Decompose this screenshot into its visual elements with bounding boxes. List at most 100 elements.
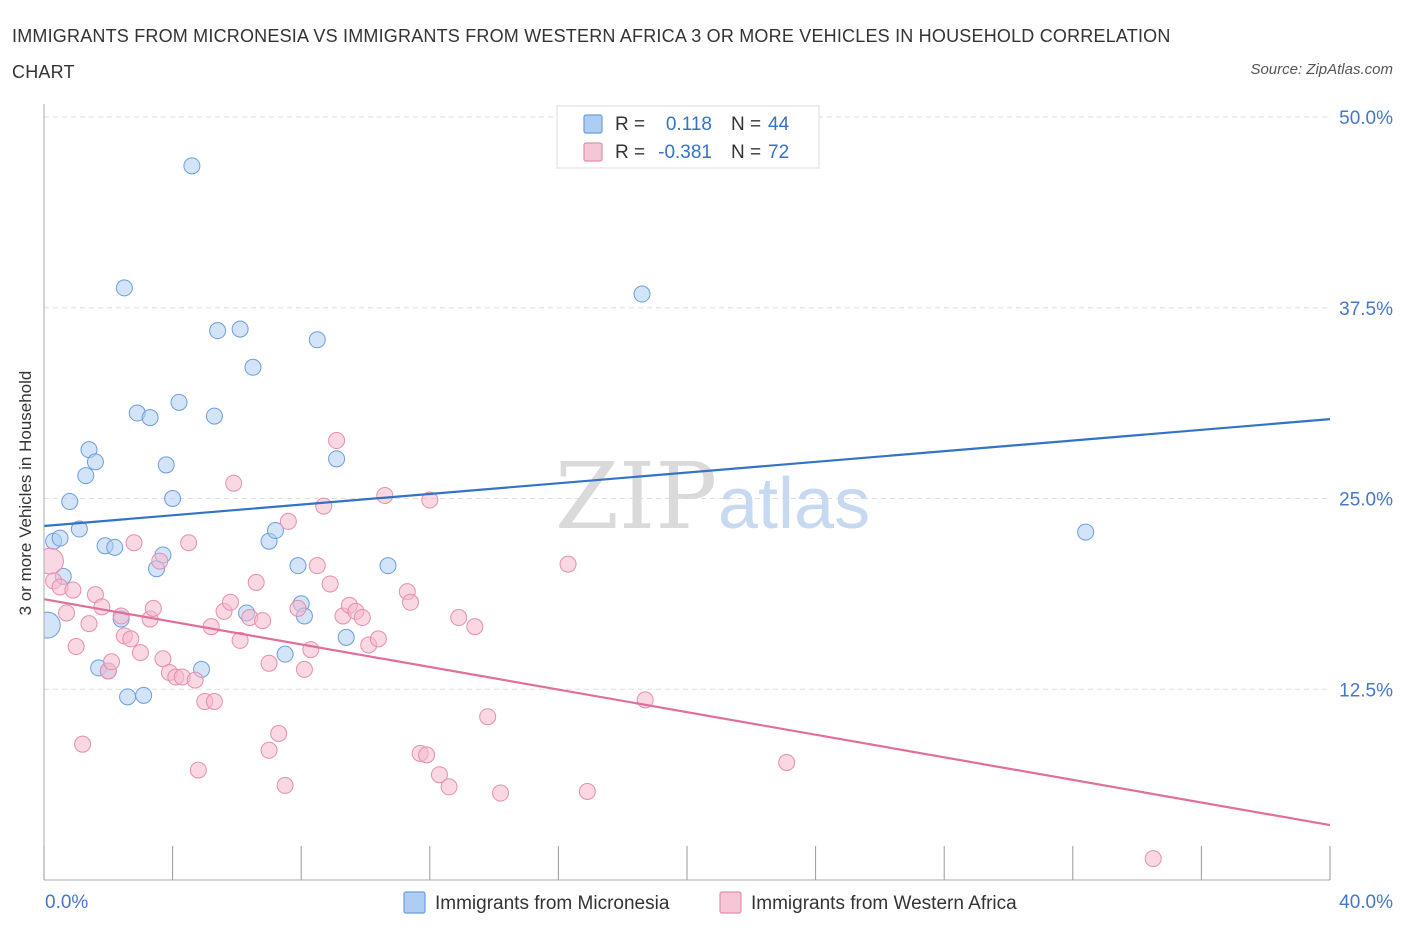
- western-africa-point-4: [64, 581, 82, 599]
- western-africa-point-19: [151, 552, 169, 570]
- legend-swatch-micronesia: [403, 891, 426, 914]
- micronesia-point-2: [51, 529, 69, 547]
- western-africa-point-35: [247, 573, 265, 591]
- western-africa-trend-line: [43, 598, 1331, 827]
- axes: [43, 104, 1331, 881]
- stats-n-value-1: 44: [768, 114, 790, 135]
- western-africa-point-9: [93, 598, 111, 616]
- stats-swatch-blue: [583, 114, 603, 134]
- micronesia-point-15: [119, 688, 137, 706]
- stats-r-value-2: -0.381: [658, 142, 712, 163]
- western-africa-point-67: [559, 555, 577, 573]
- micronesia-point-17: [135, 686, 153, 704]
- micronesia-point-30: [244, 358, 262, 376]
- x-tick-label-end: 40.0%: [1339, 892, 1393, 913]
- micronesia-point-28: [231, 320, 249, 338]
- western-africa-point-40: [276, 776, 294, 794]
- western-africa-point-54: [369, 630, 387, 648]
- micronesia-point-18: [141, 409, 159, 427]
- data-points: [44, 157, 1162, 868]
- micronesia-point-4: [61, 493, 79, 511]
- micronesia-point-5: [70, 520, 88, 538]
- western-africa-point-48: [328, 432, 346, 450]
- legend-swatch-western-africa: [719, 891, 742, 914]
- western-africa-point-31: [221, 593, 239, 611]
- micronesia-point-37: [308, 331, 326, 349]
- x-tick-label-start: 0.0%: [45, 892, 88, 913]
- western-africa-point-5: [67, 638, 85, 656]
- western-africa-point-61: [430, 766, 448, 784]
- western-africa-point-20: [154, 650, 172, 668]
- western-africa-point-55: [376, 486, 394, 504]
- western-africa-point-42: [289, 599, 307, 617]
- western-africa-point-57: [402, 593, 420, 611]
- western-africa-point-68: [578, 782, 596, 800]
- watermark-atlas: atlas: [718, 464, 870, 544]
- trend-lines: [43, 418, 1331, 827]
- micronesia-point-23: [170, 393, 188, 411]
- y-tick-label-3: 50.0%: [1339, 108, 1393, 129]
- western-africa-point-18: [144, 599, 162, 617]
- stats-n-value-2: 72: [768, 142, 789, 163]
- western-africa-point-38: [260, 741, 278, 759]
- stats-r-value-1: 0.118: [666, 114, 712, 135]
- series-legend: Immigrants from Micronesia Immigrants fr…: [403, 891, 1017, 914]
- western-africa-point-41: [279, 512, 297, 530]
- western-africa-point-25: [186, 671, 204, 689]
- western-africa-point-3: [58, 604, 76, 622]
- western-africa-point-47: [321, 575, 339, 593]
- micronesia-point-38: [328, 450, 346, 468]
- micronesia-point-12: [106, 538, 124, 556]
- western-africa-point-44: [302, 641, 320, 659]
- western-africa-point-0: [44, 547, 64, 575]
- stats-legend: R = 0.118 N = 44 R = -0.381 N = 72: [556, 105, 820, 169]
- y-tick-label-2: 37.5%: [1339, 299, 1393, 320]
- source-credit: Source: ZipAtlas.com: [1250, 61, 1393, 78]
- western-africa-point-66: [492, 784, 510, 802]
- western-africa-point-36: [254, 612, 272, 630]
- micronesia-point-21: [157, 456, 175, 474]
- micronesia-point-0: [44, 611, 61, 639]
- y-tick-label-0: 12.5%: [1339, 680, 1393, 701]
- micronesia-point-8: [86, 453, 104, 471]
- stats-swatch-pink: [583, 142, 603, 162]
- western-africa-point-32: [225, 474, 243, 492]
- micronesia-point-34: [289, 557, 307, 575]
- western-africa-point-46: [315, 497, 333, 515]
- stats-r-label-1: R =: [615, 114, 645, 135]
- western-africa-point-14: [122, 630, 140, 648]
- micronesia-point-42: [1077, 523, 1095, 541]
- stats-n-label-2: N =: [731, 142, 761, 163]
- western-africa-point-70: [778, 753, 796, 771]
- western-africa-point-65: [479, 708, 497, 726]
- western-africa-point-43: [295, 660, 313, 678]
- western-africa-point-64: [466, 618, 484, 636]
- western-africa-point-52: [353, 609, 371, 627]
- western-africa-point-62: [440, 778, 458, 796]
- western-africa-point-7: [80, 615, 98, 633]
- western-africa-point-26: [189, 761, 207, 779]
- micronesia-point-14: [115, 279, 133, 297]
- western-africa-point-39: [270, 725, 288, 743]
- western-africa-point-29: [205, 692, 223, 710]
- legend-label-micronesia: Immigrants from Micronesia: [435, 893, 670, 914]
- tick-labels: 12.5% 25.0% 37.5% 50.0% 0.0% 40.0%: [45, 108, 1393, 913]
- micronesia-point-22: [164, 490, 182, 507]
- micronesia-point-24: [183, 157, 201, 175]
- western-africa-point-60: [421, 491, 439, 509]
- western-africa-point-24: [180, 534, 198, 552]
- western-africa-point-15: [125, 534, 143, 552]
- western-africa-point-45: [308, 557, 326, 575]
- micronesia-point-33: [276, 645, 294, 663]
- y-axis-label: 3 or more Vehicles in Household: [16, 370, 35, 616]
- micronesia-point-6: [77, 467, 95, 485]
- micronesia-point-40: [379, 557, 397, 575]
- western-africa-point-6: [74, 735, 92, 753]
- western-africa-point-16: [131, 644, 149, 662]
- western-africa-point-59: [418, 746, 436, 764]
- western-africa-point-71: [1144, 850, 1162, 868]
- western-africa-point-33: [231, 631, 249, 649]
- western-africa-point-12: [112, 607, 130, 625]
- micronesia-point-39: [337, 628, 355, 646]
